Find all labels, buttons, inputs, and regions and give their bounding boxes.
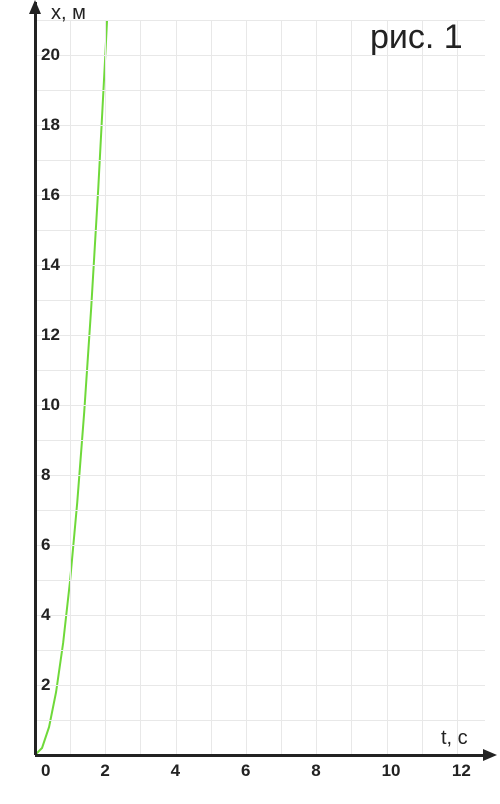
x-axis	[35, 754, 485, 757]
gridline-v	[387, 20, 388, 755]
gridline-h	[35, 370, 485, 371]
gridline-v	[281, 20, 282, 755]
gridline-v	[211, 20, 212, 755]
figure-label: рис. 1	[370, 18, 463, 57]
x-tick-label: 10	[382, 761, 401, 781]
gridline-h	[35, 545, 485, 546]
gridline-h	[35, 685, 485, 686]
x-tick-label: 4	[171, 761, 180, 781]
gridline-h	[35, 405, 485, 406]
gridline-v	[140, 20, 141, 755]
gridline-h	[35, 90, 485, 91]
gridline-h	[35, 580, 485, 581]
gridline-v	[316, 20, 317, 755]
gridline-v	[70, 20, 71, 755]
gridline-h	[35, 300, 485, 301]
origin-tick-label: 0	[41, 761, 50, 781]
gridline-h	[35, 510, 485, 511]
gridline-h	[35, 195, 485, 196]
y-axis	[34, 2, 37, 755]
y-tick-label: 2	[41, 675, 50, 695]
y-tick-label: 8	[41, 465, 50, 485]
gridline-h	[35, 125, 485, 126]
y-tick-label: 16	[41, 185, 60, 205]
gridline-h	[35, 265, 485, 266]
x-tick-label: 12	[452, 761, 471, 781]
y-tick-label: 6	[41, 535, 50, 555]
gridline-h	[35, 335, 485, 336]
plot-area: 2468101214161820024681012	[35, 20, 485, 755]
gridline-h	[35, 230, 485, 231]
gridline-h	[35, 720, 485, 721]
y-tick-label: 20	[41, 45, 60, 65]
x-axis-label: t, с	[441, 727, 468, 750]
position-time-chart: 2 4 6 8 10 12 14 16 18 20 0 2 4 6 8 10 12 x, м t, с рис.…	[0, 0, 500, 804]
gridline-v	[246, 20, 247, 755]
x-tick-label: 2	[100, 761, 109, 781]
gridline-v	[422, 20, 423, 755]
gridline-h	[35, 160, 485, 161]
y-axis-arrow-icon	[29, 0, 41, 14]
gridline-v	[351, 20, 352, 755]
y-tick-label: 10	[41, 395, 60, 415]
curve-svg	[35, 20, 485, 755]
y-tick-label: 14	[41, 255, 60, 275]
x-tick-label: 6	[241, 761, 250, 781]
gridline-h	[35, 650, 485, 651]
gridline-h	[35, 475, 485, 476]
gridline-h	[35, 615, 485, 616]
x-tick-label: 8	[311, 761, 320, 781]
y-axis-label: x, м	[51, 2, 86, 25]
y-tick-label: 12	[41, 325, 60, 345]
gridline-h	[35, 440, 485, 441]
gridline-v	[176, 20, 177, 755]
gridline-v	[457, 20, 458, 755]
y-tick-label: 18	[41, 115, 60, 135]
y-tick-label: 4	[41, 605, 50, 625]
gridline-v	[105, 20, 106, 755]
x-axis-arrow-icon	[483, 749, 497, 761]
